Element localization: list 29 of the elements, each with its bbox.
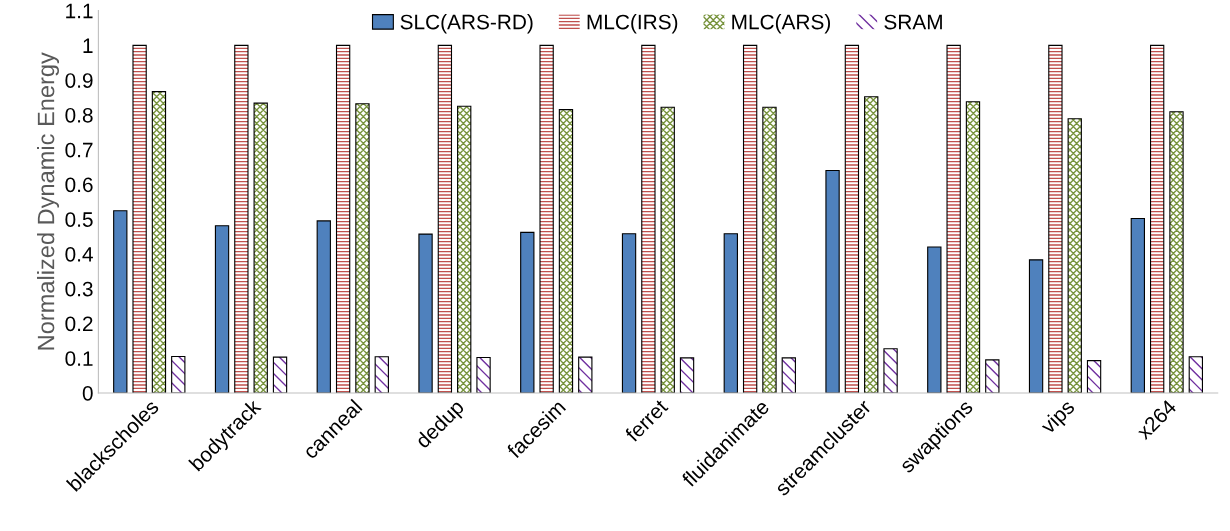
bar — [418, 233, 433, 393]
legend-label: SLC(ARS-RD) — [400, 14, 533, 34]
bar — [1130, 217, 1145, 393]
bar — [1028, 259, 1044, 393]
bar — [113, 210, 128, 393]
y-tick-label: 0.8 — [65, 107, 93, 123]
bar — [520, 231, 535, 393]
legend-label: MLC(ARS) — [732, 14, 831, 34]
legend-label: SRAM — [884, 14, 942, 30]
legend-label: MLC(IRS) — [587, 14, 678, 34]
y-tick-label: 0.3 — [65, 281, 93, 297]
x-tick-label: vips — [1038, 398, 1079, 438]
bar — [214, 225, 230, 393]
y-tick-label: 0.4 — [65, 246, 93, 262]
y-tick-label: 1 — [83, 38, 93, 53]
bar — [927, 246, 942, 393]
bar — [621, 233, 637, 393]
y-tick-label: 1.1 — [66, 3, 93, 19]
y-tick-label: 0.2 — [65, 316, 93, 332]
bar — [825, 169, 840, 393]
y-tick-label: 0 — [82, 385, 93, 401]
y-tick-label: 0.6 — [65, 177, 93, 193]
y-tick-label: 0.5 — [65, 212, 93, 227]
bar — [723, 233, 738, 393]
y-tick-label: 0.1 — [65, 351, 93, 366]
y-axis-title: Normalized Dynamic Energy — [37, 52, 60, 350]
y-tick-label: 0.7 — [65, 142, 93, 158]
y-tick-label: 0.9 — [65, 73, 93, 88]
bar — [316, 220, 331, 393]
